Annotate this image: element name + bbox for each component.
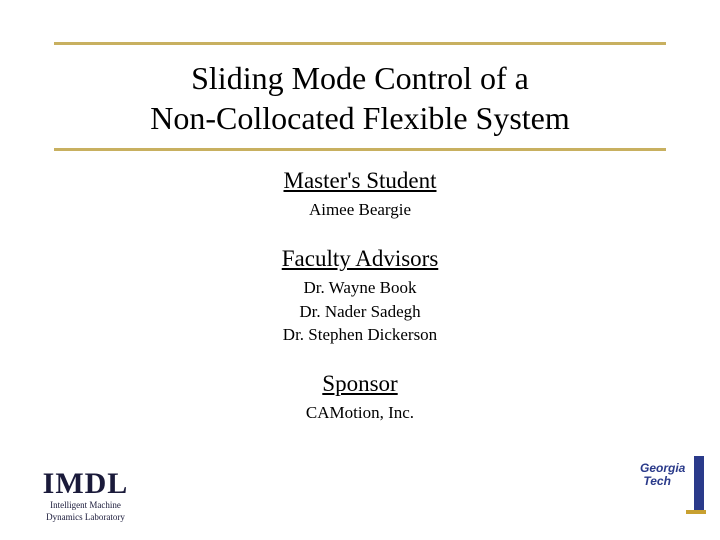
slide-title: Sliding Mode Control of a Non-Collocated… [54,58,666,138]
section-heading-student: Master's Student [0,168,720,194]
section-line: Dr. Nader Sadegh [0,300,720,324]
title-line-2: Non-Collocated Flexible System [150,100,570,136]
gt-line-2: Tech [643,474,671,488]
section-line: Aimee Beargie [0,198,720,222]
spacer [0,222,720,246]
gt-logo-text: Georgia Tech [640,462,685,487]
horizontal-rule-top [54,42,666,45]
gt-base-icon [686,510,706,514]
georgia-tech-logo: Georgia Tech [640,456,706,518]
slide-body: Master's Student Aimee Beargie Faculty A… [0,168,720,425]
section-heading-advisors: Faculty Advisors [0,246,720,272]
imdl-logo-subtitle-1: Intelligent Machine [18,500,153,510]
section-line: Dr. Stephen Dickerson [0,323,720,347]
horizontal-rule-mid [54,148,666,151]
section-line: Dr. Wayne Book [0,276,720,300]
section-line: CAMotion, Inc. [0,401,720,425]
imdl-logo: IMDL Intelligent Machine Dynamics Labora… [18,469,153,522]
gt-pillar-icon [694,456,704,511]
imdl-logo-text: IMDL [18,469,153,499]
spacer [0,347,720,371]
title-line-1: Sliding Mode Control of a [191,60,529,96]
imdl-logo-subtitle-2: Dynamics Laboratory [18,512,153,522]
section-heading-sponsor: Sponsor [0,371,720,397]
